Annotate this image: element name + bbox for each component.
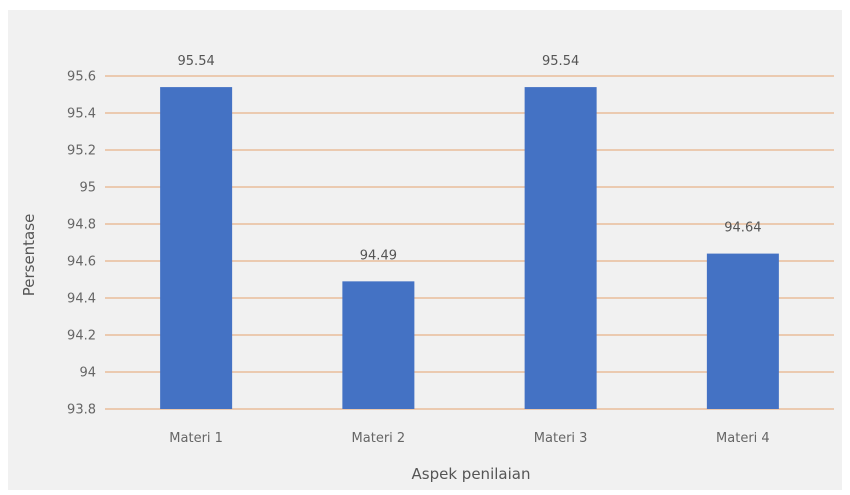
y-tick-label: 95.2 [67,144,96,159]
x-tick-label: Materi 2 [352,431,406,446]
data-labels: 95.54 94.49 95.54 94.64 [178,54,762,263]
bar [342,281,415,409]
x-tick-label: Materi 3 [534,431,588,446]
y-tick-label: 94.4 [67,292,96,307]
y-axis-ticks: 93.8 94 94.2 94.4 94.6 94.8 95 95.2 95.4 95.6 [67,70,96,418]
x-tick-label: Materi 1 [169,431,223,446]
bar [706,253,779,409]
y-tick-label: 95.4 [67,107,96,122]
chart-panel: 93.8 94 94.2 94.4 94.6 94.8 95 95.2 95.4 95.6 95.… [8,10,842,490]
data-label: 95.54 [542,54,579,69]
x-tick-label: Materi 4 [716,431,770,446]
y-tick-label: 94 [79,366,96,381]
y-tick-label: 95.6 [67,70,96,85]
x-axis-title: Aspek penilaian [412,465,531,483]
y-tick-label: 94.6 [67,255,96,270]
bar [524,87,597,409]
data-label: 95.54 [178,54,215,69]
y-axis-title: Persentase [20,214,38,297]
x-axis-ticks: Materi 1 Materi 2 Materi 3 Materi 4 [169,431,769,446]
y-tick-label: 94.2 [67,329,96,344]
y-tick-label: 95 [79,181,96,196]
bar [160,87,233,409]
data-label: 94.49 [360,248,397,263]
bar-chart: 93.8 94 94.2 94.4 94.6 94.8 95 95.2 95.4 95.6 95.… [20,54,834,483]
bars [160,87,779,409]
y-tick-label: 93.8 [67,403,96,418]
y-tick-label: 94.8 [67,218,96,233]
data-label: 94.64 [724,221,761,236]
